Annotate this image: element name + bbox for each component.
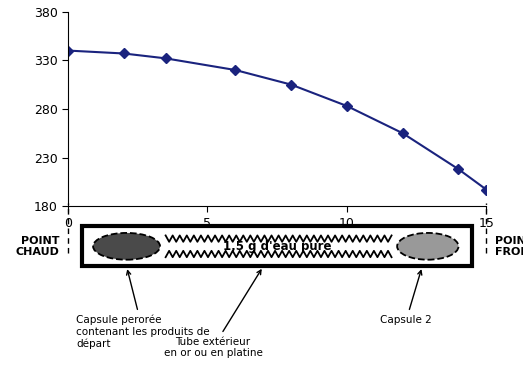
Text: Tube extérieur
en or ou en platine: Tube extérieur en or ou en platine xyxy=(164,270,263,358)
Text: POINT
CHAUD: POINT CHAUD xyxy=(16,235,60,257)
X-axis label: distance (centimètres): distance (centimètres) xyxy=(206,235,348,248)
Text: 1,5 g d'eau pure: 1,5 g d'eau pure xyxy=(223,240,332,253)
Polygon shape xyxy=(82,226,472,266)
Ellipse shape xyxy=(397,233,459,260)
Text: Capsule perorée
contenant les produits de
départ: Capsule perorée contenant les produits d… xyxy=(76,271,210,349)
Text: Capsule 2: Capsule 2 xyxy=(380,270,432,325)
Text: POINT
FROID: POINT FROID xyxy=(495,235,523,257)
Ellipse shape xyxy=(93,233,160,260)
